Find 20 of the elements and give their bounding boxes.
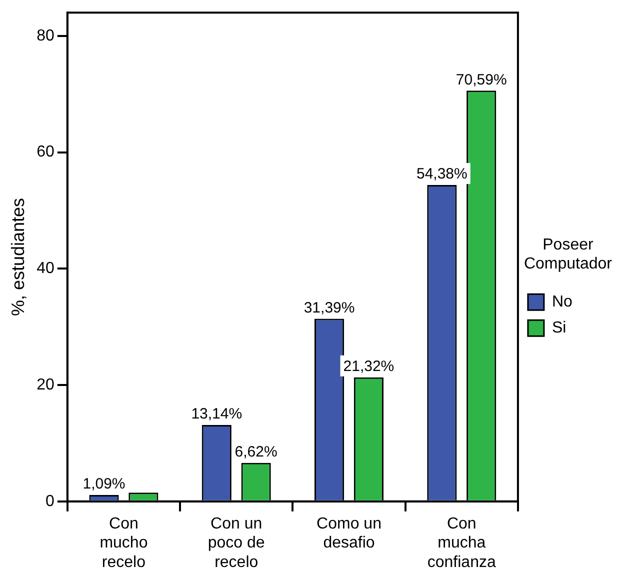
data-label: 1,09%: [82, 476, 126, 493]
y-axis-title: %, estudiantes: [8, 198, 28, 316]
y-tick-label: 0: [45, 492, 54, 510]
y-tick-label: 60: [36, 144, 54, 161]
x-tick-label: Con mucho recelo: [100, 515, 148, 571]
y-tick-label: 20: [36, 376, 54, 394]
data-label: 6,62%: [234, 444, 278, 461]
y-tick-label: 40: [36, 260, 54, 278]
data-label: 70,59%: [456, 71, 507, 88]
data-label: 31,39%: [304, 299, 355, 316]
x-tick-label: Como un desafio: [316, 515, 382, 552]
legend-title: Poseer Computador: [524, 236, 613, 273]
x-tick-label: Con un poco de recelo: [208, 515, 265, 571]
legend-label: Si: [552, 320, 566, 337]
y-tick-label: 80: [36, 27, 54, 44]
legend-label: No: [552, 294, 573, 311]
data-label: 54,38%: [416, 166, 468, 183]
data-label: 13,14%: [191, 406, 242, 423]
data-label: 21,32%: [343, 358, 394, 375]
x-tick-label: Con mucha confianza: [427, 515, 496, 571]
